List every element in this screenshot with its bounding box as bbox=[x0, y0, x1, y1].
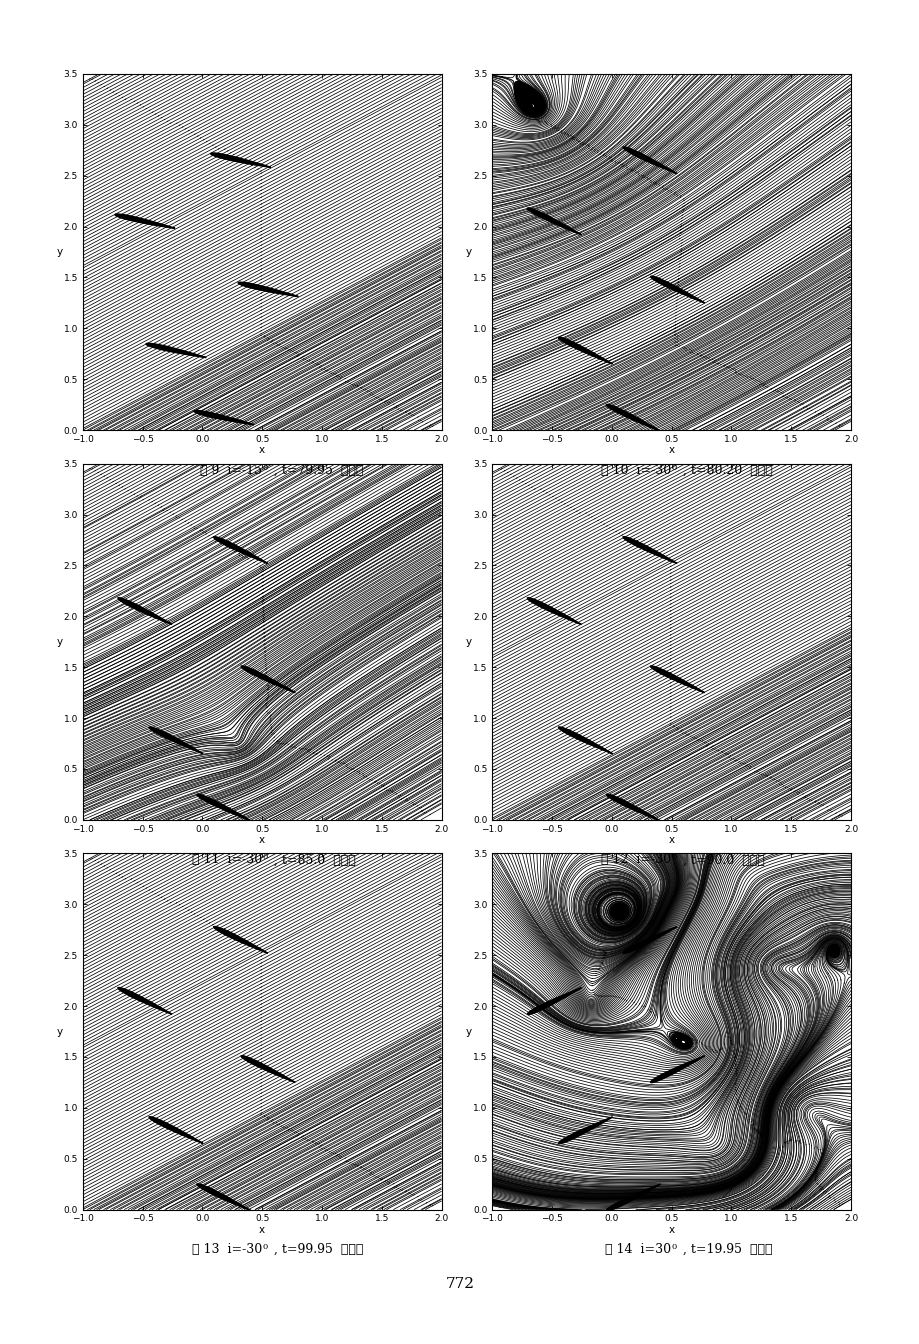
Polygon shape bbox=[197, 1184, 251, 1211]
Polygon shape bbox=[606, 794, 660, 821]
Y-axis label: y: y bbox=[56, 247, 62, 257]
X-axis label: x: x bbox=[668, 835, 674, 845]
Polygon shape bbox=[650, 276, 704, 302]
Polygon shape bbox=[558, 727, 612, 754]
Polygon shape bbox=[149, 727, 203, 754]
Text: 0: 0 bbox=[671, 853, 676, 862]
Text: 图 11  i=-30: 图 11 i=-30 bbox=[192, 853, 262, 867]
Polygon shape bbox=[115, 214, 175, 228]
Polygon shape bbox=[197, 794, 251, 821]
Polygon shape bbox=[527, 208, 581, 235]
Text: 图 13  i=-30: 图 13 i=-30 bbox=[192, 1243, 262, 1257]
Y-axis label: y: y bbox=[56, 1027, 62, 1036]
X-axis label: x: x bbox=[668, 445, 674, 456]
Polygon shape bbox=[527, 598, 581, 625]
X-axis label: x: x bbox=[259, 835, 265, 845]
Polygon shape bbox=[622, 146, 676, 173]
Text: 图 14  i=30: 图 14 i=30 bbox=[605, 1243, 671, 1257]
X-axis label: x: x bbox=[259, 1224, 265, 1235]
Polygon shape bbox=[213, 536, 267, 563]
Text: 772: 772 bbox=[445, 1277, 474, 1290]
Y-axis label: y: y bbox=[465, 1027, 471, 1036]
Polygon shape bbox=[241, 1055, 295, 1082]
Polygon shape bbox=[650, 1056, 704, 1083]
Text: , t=19.95  时流谱: , t=19.95 时流谱 bbox=[678, 1243, 772, 1257]
Polygon shape bbox=[149, 1117, 203, 1144]
Polygon shape bbox=[527, 988, 581, 1015]
Polygon shape bbox=[118, 598, 172, 625]
Text: 0: 0 bbox=[671, 1243, 676, 1251]
Polygon shape bbox=[650, 665, 704, 692]
Polygon shape bbox=[210, 153, 270, 167]
Polygon shape bbox=[606, 405, 660, 431]
Text: 0: 0 bbox=[262, 464, 267, 472]
Polygon shape bbox=[146, 343, 206, 358]
Polygon shape bbox=[241, 665, 295, 692]
Polygon shape bbox=[558, 1117, 612, 1144]
Polygon shape bbox=[606, 1184, 660, 1211]
X-axis label: x: x bbox=[259, 445, 265, 456]
Text: , t=99.95  时流谱: , t=99.95 时流谱 bbox=[269, 1243, 362, 1257]
Polygon shape bbox=[558, 337, 612, 364]
Polygon shape bbox=[213, 926, 267, 953]
Polygon shape bbox=[238, 282, 298, 297]
Text: , t=90.0  时流谱: , t=90.0 时流谱 bbox=[678, 853, 764, 867]
Text: 图 12  i=-30: 图 12 i=-30 bbox=[601, 853, 671, 867]
Polygon shape bbox=[118, 988, 172, 1015]
Y-axis label: y: y bbox=[465, 637, 471, 646]
Text: , t=85.0  时流谱: , t=85.0 时流谱 bbox=[269, 853, 355, 867]
Text: , t=80.20  时流谱: , t=80.20 时流谱 bbox=[678, 464, 772, 477]
Text: 0: 0 bbox=[262, 1243, 267, 1251]
X-axis label: x: x bbox=[668, 1224, 674, 1235]
Polygon shape bbox=[622, 926, 676, 953]
Text: 图 9  i=-15: 图 9 i=-15 bbox=[200, 464, 262, 477]
Text: , t=79.95  时流谱: , t=79.95 时流谱 bbox=[269, 464, 362, 477]
Text: 0: 0 bbox=[262, 853, 267, 862]
Text: 0: 0 bbox=[671, 464, 676, 472]
Y-axis label: y: y bbox=[56, 637, 62, 646]
Text: 图 10  i=-30: 图 10 i=-30 bbox=[601, 464, 671, 477]
Polygon shape bbox=[622, 536, 676, 563]
Polygon shape bbox=[194, 410, 254, 425]
Y-axis label: y: y bbox=[465, 247, 471, 257]
